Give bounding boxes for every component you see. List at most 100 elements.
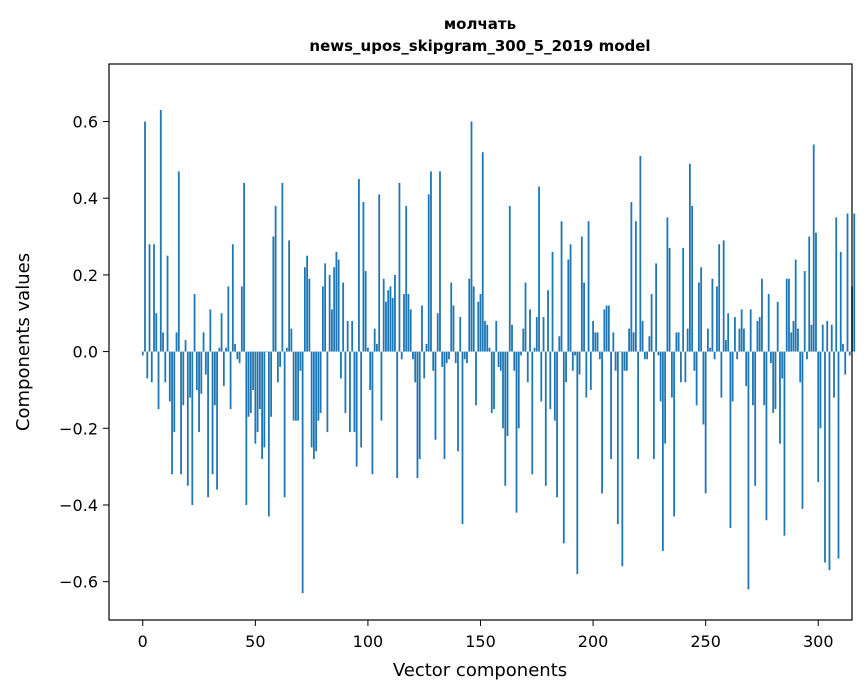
bar [632,332,635,352]
bar [477,301,480,352]
bar [835,217,838,352]
bar [538,186,540,352]
bar [643,351,646,360]
bar [655,263,658,352]
bar [294,351,297,421]
bar [682,248,685,352]
x-tick-label: 250 [690,632,721,651]
bar [661,351,664,551]
bar [254,351,257,444]
bar [173,351,176,433]
bar [306,255,309,352]
bar [580,236,583,352]
bar [421,305,423,352]
bar [360,351,363,448]
y-axis-ticks: −0.6 −0.4 −0.2 0.0 0.2 0.4 0.6 [59,113,109,592]
bar [556,351,558,498]
bar [376,343,378,352]
bar [182,351,185,406]
bar [520,351,522,356]
bar [540,351,543,402]
bar [853,213,856,352]
bar [637,351,640,459]
bar [475,351,477,406]
bar [247,351,250,417]
bar [344,351,347,413]
bar [589,351,592,390]
bar [299,351,302,371]
bar [504,351,507,486]
bar [153,244,155,352]
bar [695,351,698,406]
bar [470,121,473,352]
bar [249,351,252,413]
bar [700,267,703,352]
bar [569,244,572,352]
x-tick-label: 300 [803,632,834,651]
bar [346,320,349,352]
bar [457,351,459,452]
bar [551,251,554,352]
bar [779,351,781,444]
bar [526,351,529,383]
bar [646,351,649,360]
bar [263,351,266,448]
bar [783,351,786,536]
bar [547,290,549,352]
bar [531,351,534,475]
bar [274,205,277,352]
bar [668,248,671,352]
bar [740,309,743,352]
x-tick-label: 100 [353,632,384,651]
bar [234,343,236,352]
bar [535,317,538,352]
bar [409,309,412,352]
bar [171,351,173,475]
bar [418,351,421,459]
bar [445,351,448,364]
bar [416,351,419,479]
x-axis-label: Vector components [393,660,567,681]
bar [405,205,408,352]
chart-title-line1: молчать [444,15,516,33]
bar [819,351,822,429]
bar [454,351,457,364]
bar [427,194,430,352]
bar [177,171,180,352]
bar [628,328,630,352]
bar [812,144,815,352]
bar [560,221,563,352]
bar [499,351,502,371]
bar [162,332,164,352]
bar [216,351,218,490]
bar [439,171,441,352]
bar [781,351,784,379]
bar [387,290,390,352]
bar [276,351,279,383]
bar [222,351,225,387]
bar [848,351,851,356]
bar [391,297,394,352]
bar [189,351,191,398]
bar [574,351,576,356]
bar [758,317,761,352]
bar [279,351,282,367]
bar [652,351,655,459]
bar [587,221,590,352]
bar [657,351,660,356]
bar [265,351,268,353]
bar [308,278,311,352]
bar [558,336,561,352]
y-tick-label: −0.6 [59,573,98,592]
bar [443,351,446,459]
bar [601,351,603,494]
bar [542,317,545,352]
bar [211,351,214,475]
bar [448,351,450,360]
bar [466,351,468,364]
bar [623,351,626,371]
bar [186,351,189,486]
bar [148,244,151,352]
bar [722,240,725,352]
bar [218,347,221,352]
